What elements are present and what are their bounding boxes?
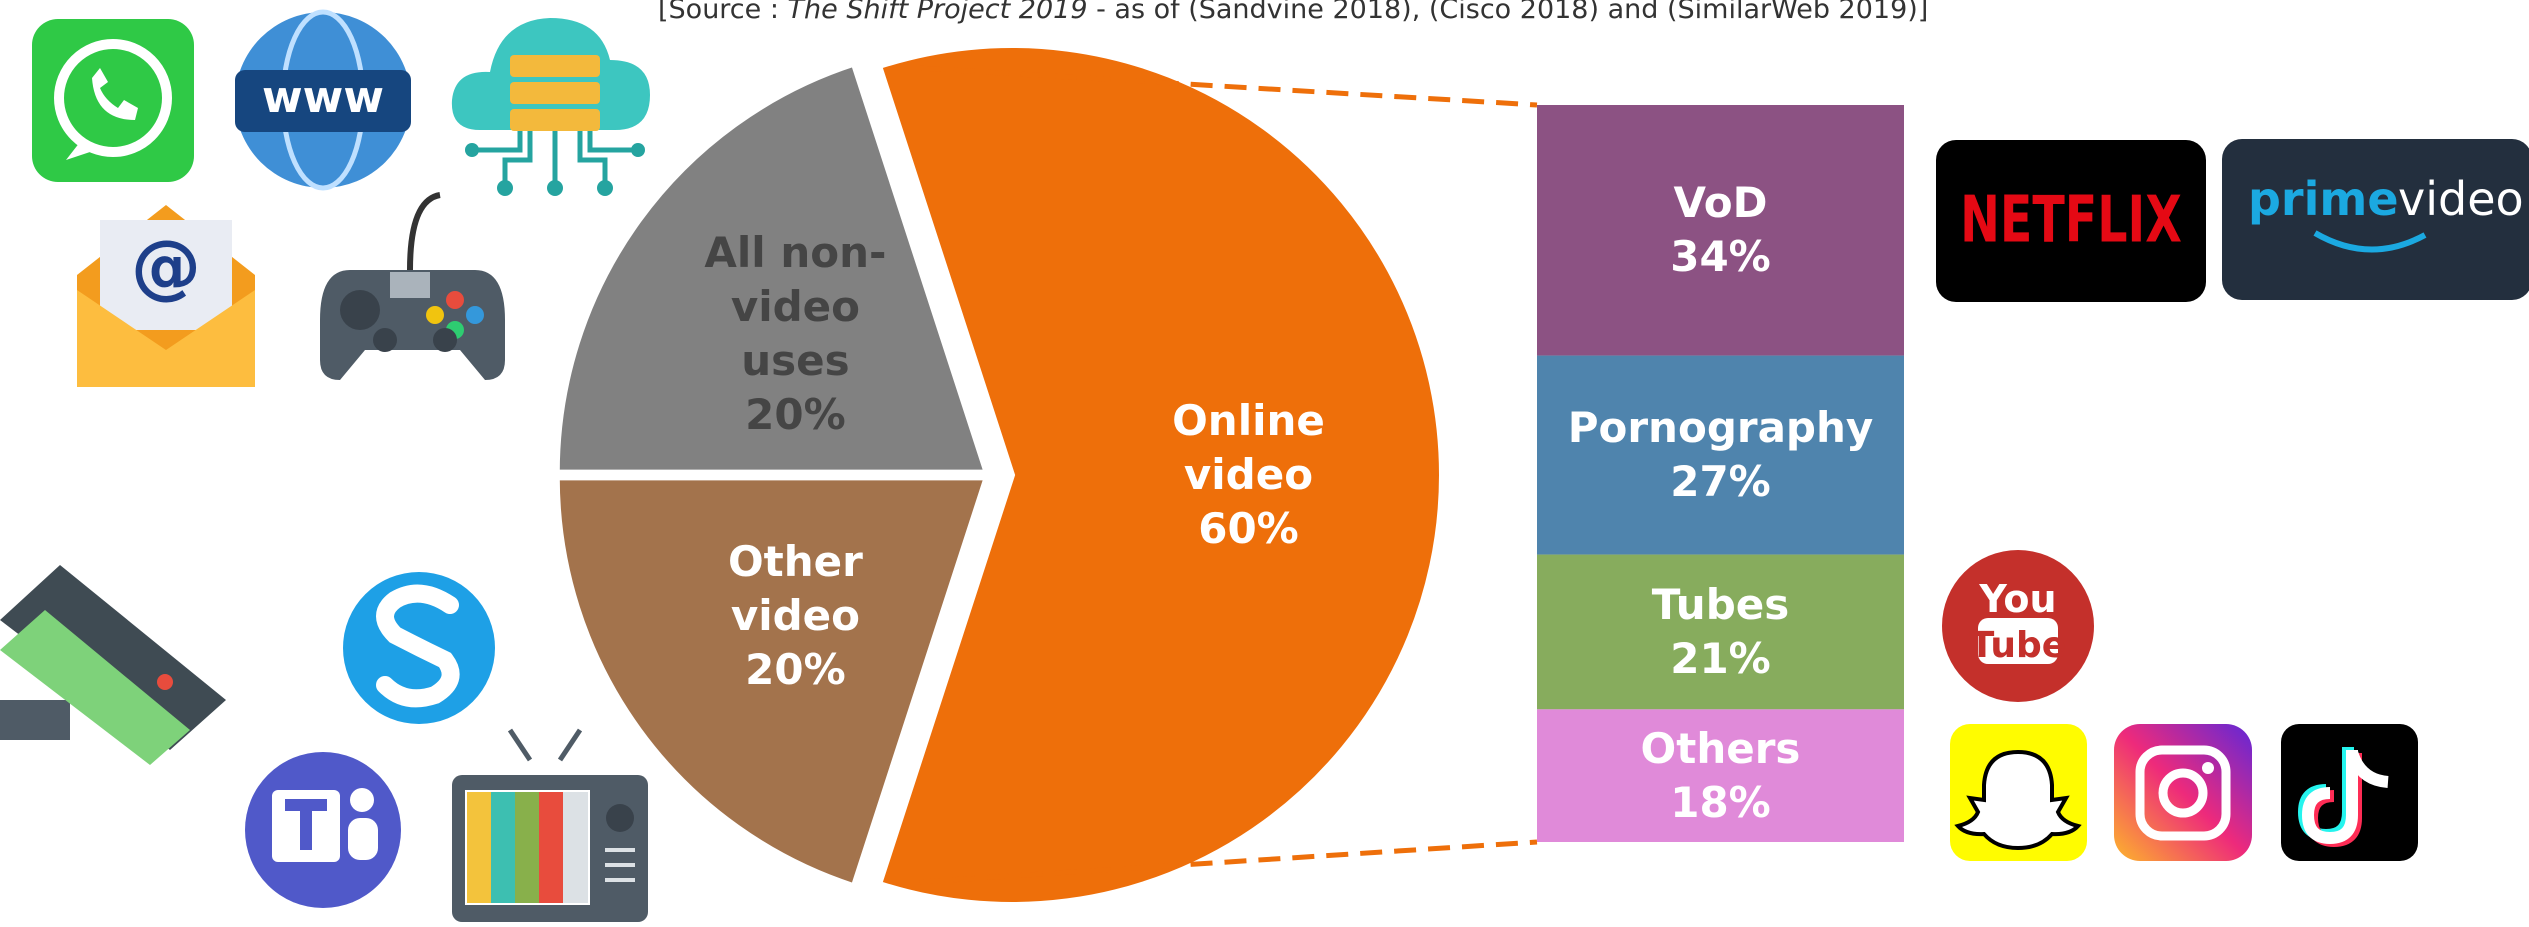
- snapchat-logo: [1950, 724, 2087, 861]
- segment-name: Tubes: [1652, 578, 1789, 632]
- segment-value: 27%: [1568, 455, 1874, 509]
- prime-text: prime: [2248, 172, 2399, 226]
- slice-name: All non-video uses: [680, 226, 910, 388]
- www-text: www: [262, 72, 384, 123]
- whatsapp-icon: [32, 19, 194, 182]
- segment-value: 34%: [1670, 230, 1771, 284]
- segment-value: 21%: [1652, 632, 1789, 686]
- netflix-logo: NETFLIX: [1936, 140, 2206, 302]
- segment-name: Pornography: [1568, 401, 1874, 455]
- slice-name: Online video: [1134, 394, 1364, 502]
- camera-icon: [0, 565, 226, 765]
- slice-value: 20%: [680, 643, 910, 697]
- tv-icon: [452, 730, 648, 922]
- prime-video-logo: prime video: [2222, 139, 2529, 300]
- instagram-logo: [2114, 724, 2252, 861]
- at-text: @: [131, 225, 201, 307]
- slice-value: 60%: [1134, 502, 1364, 556]
- page: [Source : The Shift Project 2019 - as of…: [0, 0, 2529, 927]
- youtube-logo: You Tube: [1942, 550, 2094, 702]
- tube-text: Tube: [1970, 625, 2066, 666]
- netflix-text: NETFLIX: [1960, 184, 2182, 258]
- www-icon: www: [235, 12, 411, 188]
- teams-icon: [245, 752, 401, 908]
- server-cloud-icon: [452, 18, 650, 196]
- slice-value: 20%: [680, 388, 910, 442]
- email-icon: @: [77, 205, 255, 387]
- video-text: video: [2398, 172, 2524, 226]
- segment-name: Others: [1641, 722, 1801, 776]
- skype-icon: [343, 572, 495, 724]
- segment-value: 18%: [1641, 776, 1801, 830]
- slice-name: Other video: [680, 535, 910, 643]
- you-text: You: [1978, 577, 2056, 621]
- segment-name: VoD: [1670, 176, 1771, 230]
- gamepad-icon: [320, 195, 505, 380]
- tiktok-logo: [2281, 724, 2418, 861]
